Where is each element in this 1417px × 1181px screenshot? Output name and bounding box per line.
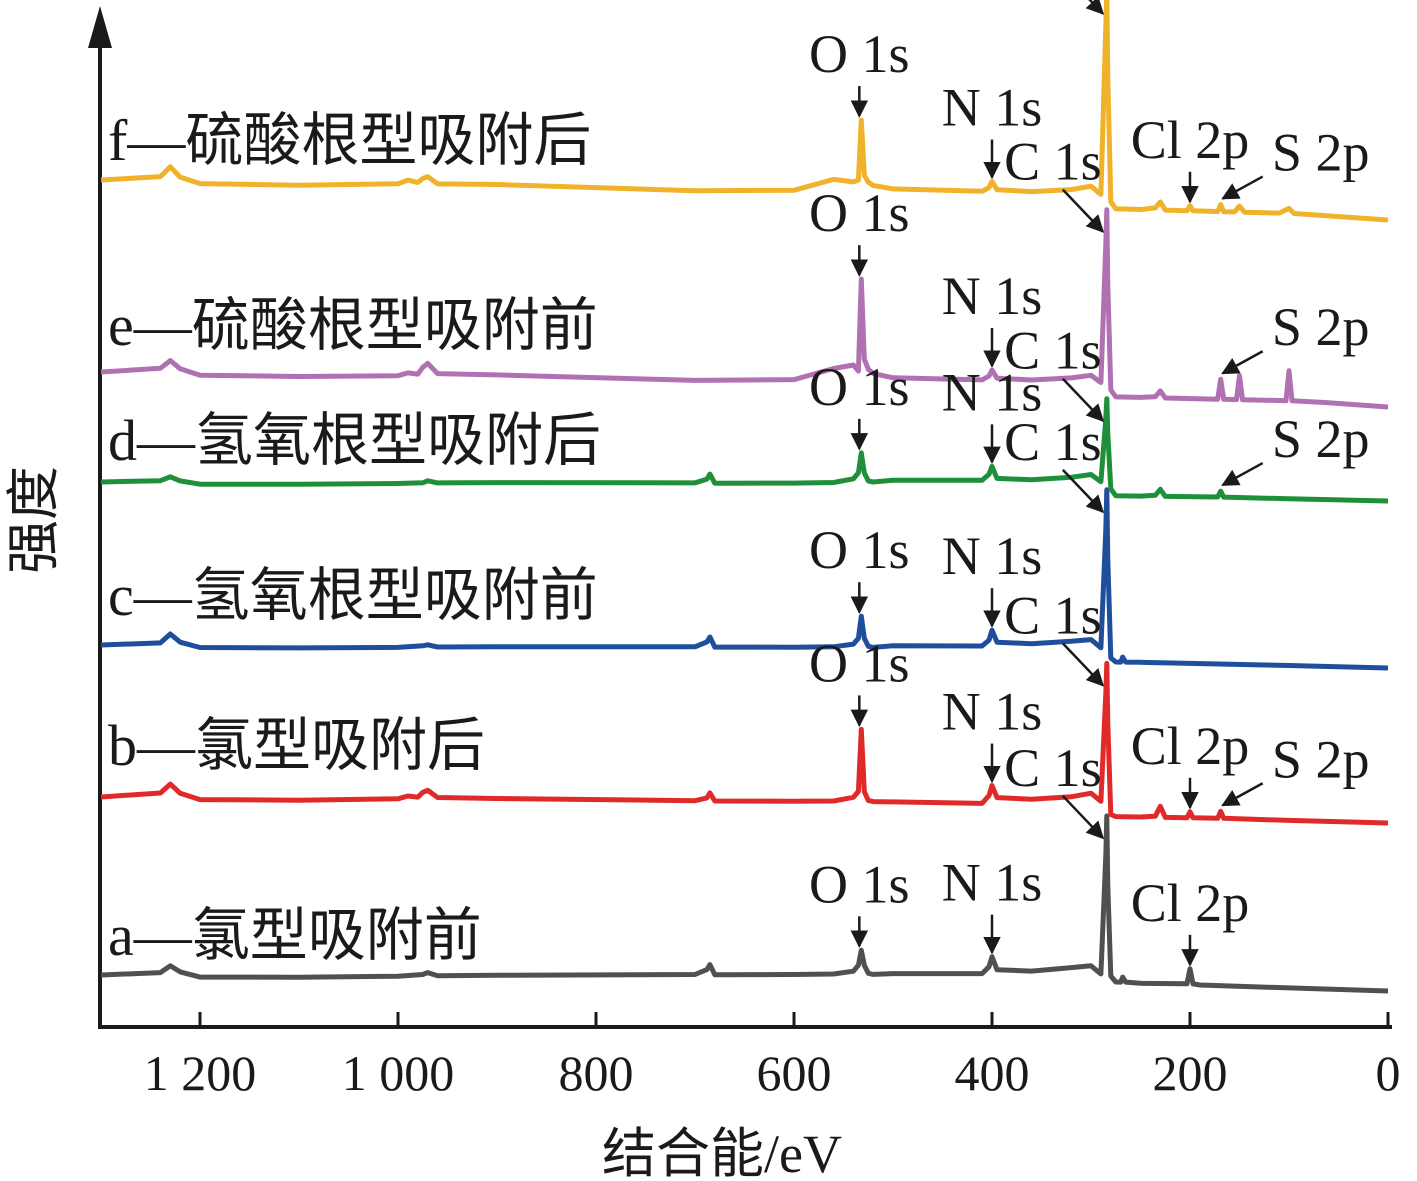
x-axis-label: 结合能/eV — [602, 1124, 842, 1181]
peak-arrow — [1221, 461, 1264, 487]
peak-label: N 1s — [942, 362, 1043, 422]
series-label-c: c—氢氧根型吸附前 — [108, 563, 598, 628]
peak-label: S 2p — [1272, 729, 1370, 789]
x-tick-label: 600 — [757, 1045, 832, 1101]
peak-label: S 2p — [1272, 297, 1370, 357]
y-axis-label: 强度 — [4, 466, 64, 574]
peak-label: C 1s — [1004, 132, 1102, 192]
peak-label: S 2p — [1272, 123, 1370, 183]
peak-label: N 1s — [942, 682, 1043, 742]
peak-label: N 1s — [942, 526, 1043, 586]
series-labels: a—氯型吸附前 b—氯型吸附后 c—氢氧根型吸附前 d—氢氧根型吸附后 e—硫酸根型吸附… — [108, 108, 601, 968]
x-tick-label: 0 — [1376, 1045, 1401, 1101]
peak-label: C 1s — [1004, 321, 1102, 381]
peak-label: O 1s — [809, 357, 910, 417]
series-label-e: e—硫酸根型吸附前 — [108, 293, 598, 358]
series-line-f — [100, 0, 1389, 223]
peak-arrow — [1221, 782, 1264, 807]
peak-label: O 1s — [809, 520, 910, 580]
x-tick-label: 800 — [559, 1045, 634, 1101]
x-tick-label: 1 000 — [342, 1045, 455, 1101]
series-label-a: a—氯型吸附前 — [108, 903, 482, 968]
series-line-d — [100, 396, 1389, 504]
series-label-d: d—氢氧根型吸附后 — [108, 408, 601, 473]
peak-label: C 1s — [1004, 585, 1102, 645]
peak-arrow — [1061, 468, 1105, 514]
peak-label: Cl 2p — [1131, 110, 1250, 170]
y-axis-arrow-icon — [88, 6, 112, 48]
peak-label: N 1s — [942, 78, 1043, 138]
peak-label: O 1s — [809, 183, 910, 243]
peak-label: O 1s — [809, 24, 910, 84]
series-layer — [100, 0, 1389, 994]
series-line-a — [100, 813, 1389, 994]
peak-label: S 2p — [1272, 409, 1370, 469]
peak-label: O 1s — [809, 633, 910, 693]
peak-arrow — [1221, 175, 1264, 200]
peak-label: Cl 2p — [1131, 716, 1250, 776]
series-line-e — [100, 207, 1389, 410]
axes — [88, 6, 1392, 1029]
series-line-c — [100, 487, 1389, 671]
peak-arrow — [1061, 795, 1105, 840]
peak-label: N 1s — [942, 266, 1043, 326]
x-tick-label: 400 — [955, 1045, 1030, 1101]
series-label-f: f—硫酸根型吸附后 — [108, 108, 591, 173]
peak-arrow — [1085, 0, 1105, 15]
series-line-b — [100, 660, 1389, 826]
peak-arrow — [1061, 188, 1105, 233]
x-tick-label: 1 200 — [144, 1045, 257, 1101]
series-label-b: b—氯型吸附后 — [108, 713, 485, 778]
peak-arrow — [1061, 642, 1105, 687]
peak-label: O 1s — [809, 854, 910, 914]
peak-label: N 1s — [942, 853, 1043, 913]
peak-label: C 1s — [1004, 412, 1102, 472]
x-tick-label: 200 — [1153, 1045, 1228, 1101]
peak-label: Cl 2p — [1131, 873, 1250, 933]
peak-arrow — [1221, 350, 1264, 375]
peak-arrow — [1061, 377, 1105, 422]
peak-label: C 1s — [1004, 738, 1102, 798]
x-ticks: 1 200 1 000 800 600 400 200 0 — [144, 1012, 1401, 1101]
